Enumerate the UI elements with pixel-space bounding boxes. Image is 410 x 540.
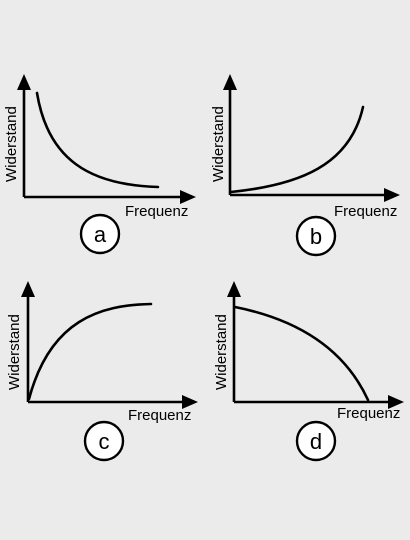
panel-c: Frequenz Widerstand c [6,281,198,462]
xlabel-b: Frequenz [334,203,397,220]
xlabel-c: Frequenz [128,407,191,424]
badge-circle-b [295,215,337,257]
badge-label-c: c [99,429,110,454]
panel-a: Frequenz Widerstand a [3,74,196,255]
curve-b [229,105,365,194]
panel-b: Frequenz Widerstand b [210,74,400,257]
badge-label-d: d [310,429,322,454]
ylabel-c: Widerstand [6,314,23,390]
panel-d: Frequenz Widerstand d [213,281,404,462]
badge-label-a: a [94,222,107,247]
x-arrow-c [182,395,198,409]
y-arrow-a [17,74,31,90]
curve-c [27,302,153,401]
x-arrow-b [384,188,400,202]
x-arrow-a [180,190,196,204]
badge-circle-a [79,213,121,255]
y-arrow-d [227,281,241,297]
curve-d [233,305,370,402]
ylabel-d: Widerstand [213,314,230,390]
y-arrow-b [223,74,237,90]
y-arrow-c [21,281,35,297]
ylabel-a: Widerstand [3,106,20,182]
badge-label-b: b [310,224,322,249]
curve-a [35,91,160,189]
ylabel-b: Widerstand [210,106,227,182]
x-arrow-d [388,395,404,409]
badge-circle-c [83,420,125,462]
xlabel-d: Frequenz [337,405,400,422]
xlabel-a: Frequenz [125,203,188,220]
badge-circle-d [295,420,337,462]
